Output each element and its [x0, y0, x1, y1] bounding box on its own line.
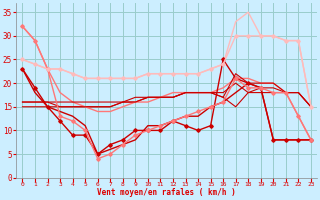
X-axis label: Vent moyen/en rafales ( km/h ): Vent moyen/en rafales ( km/h )	[97, 188, 236, 197]
